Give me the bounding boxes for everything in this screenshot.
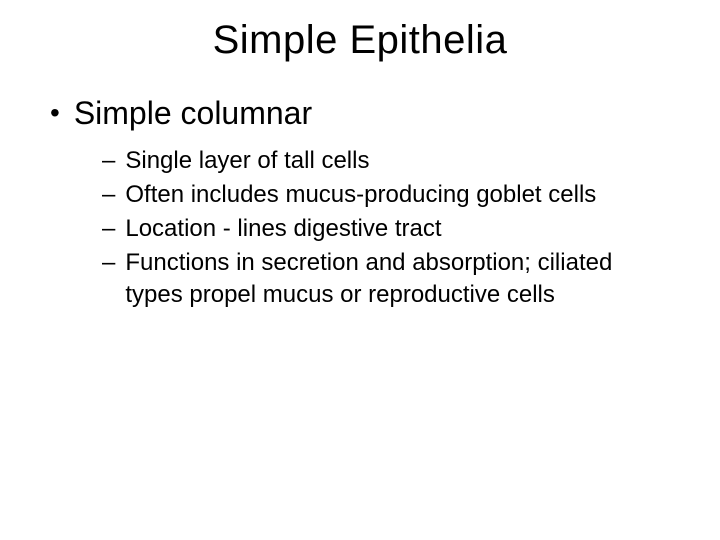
bullet-level2: – Location - lines digestive tract — [102, 213, 660, 245]
bullet-l2-text: Single layer of tall cells — [125, 145, 369, 177]
dash-marker: – — [102, 247, 115, 279]
bullet-level2: – Often includes mucus-producing goblet … — [102, 179, 660, 211]
bullet-l2-text: Location - lines digestive tract — [125, 213, 441, 245]
bullet-level2: – Single layer of tall cells — [102, 145, 660, 177]
dash-marker: – — [102, 145, 115, 177]
dash-marker: – — [102, 179, 115, 211]
bullet-l2-text: Often includes mucus-producing goblet ce… — [125, 179, 596, 211]
bullet-marker: • — [50, 95, 60, 131]
slide-title: Simple Epithelia — [30, 18, 690, 63]
dash-marker: – — [102, 213, 115, 245]
bullet-level2: – Functions in secretion and absorption;… — [102, 247, 660, 311]
slide-container: Simple Epithelia • Simple columnar – Sin… — [0, 0, 720, 540]
bullet-l1-text: Simple columnar — [74, 95, 312, 131]
bullet-level1: • Simple columnar — [50, 95, 690, 131]
bullet-l2-text: Functions in secretion and absorption; c… — [125, 247, 660, 311]
